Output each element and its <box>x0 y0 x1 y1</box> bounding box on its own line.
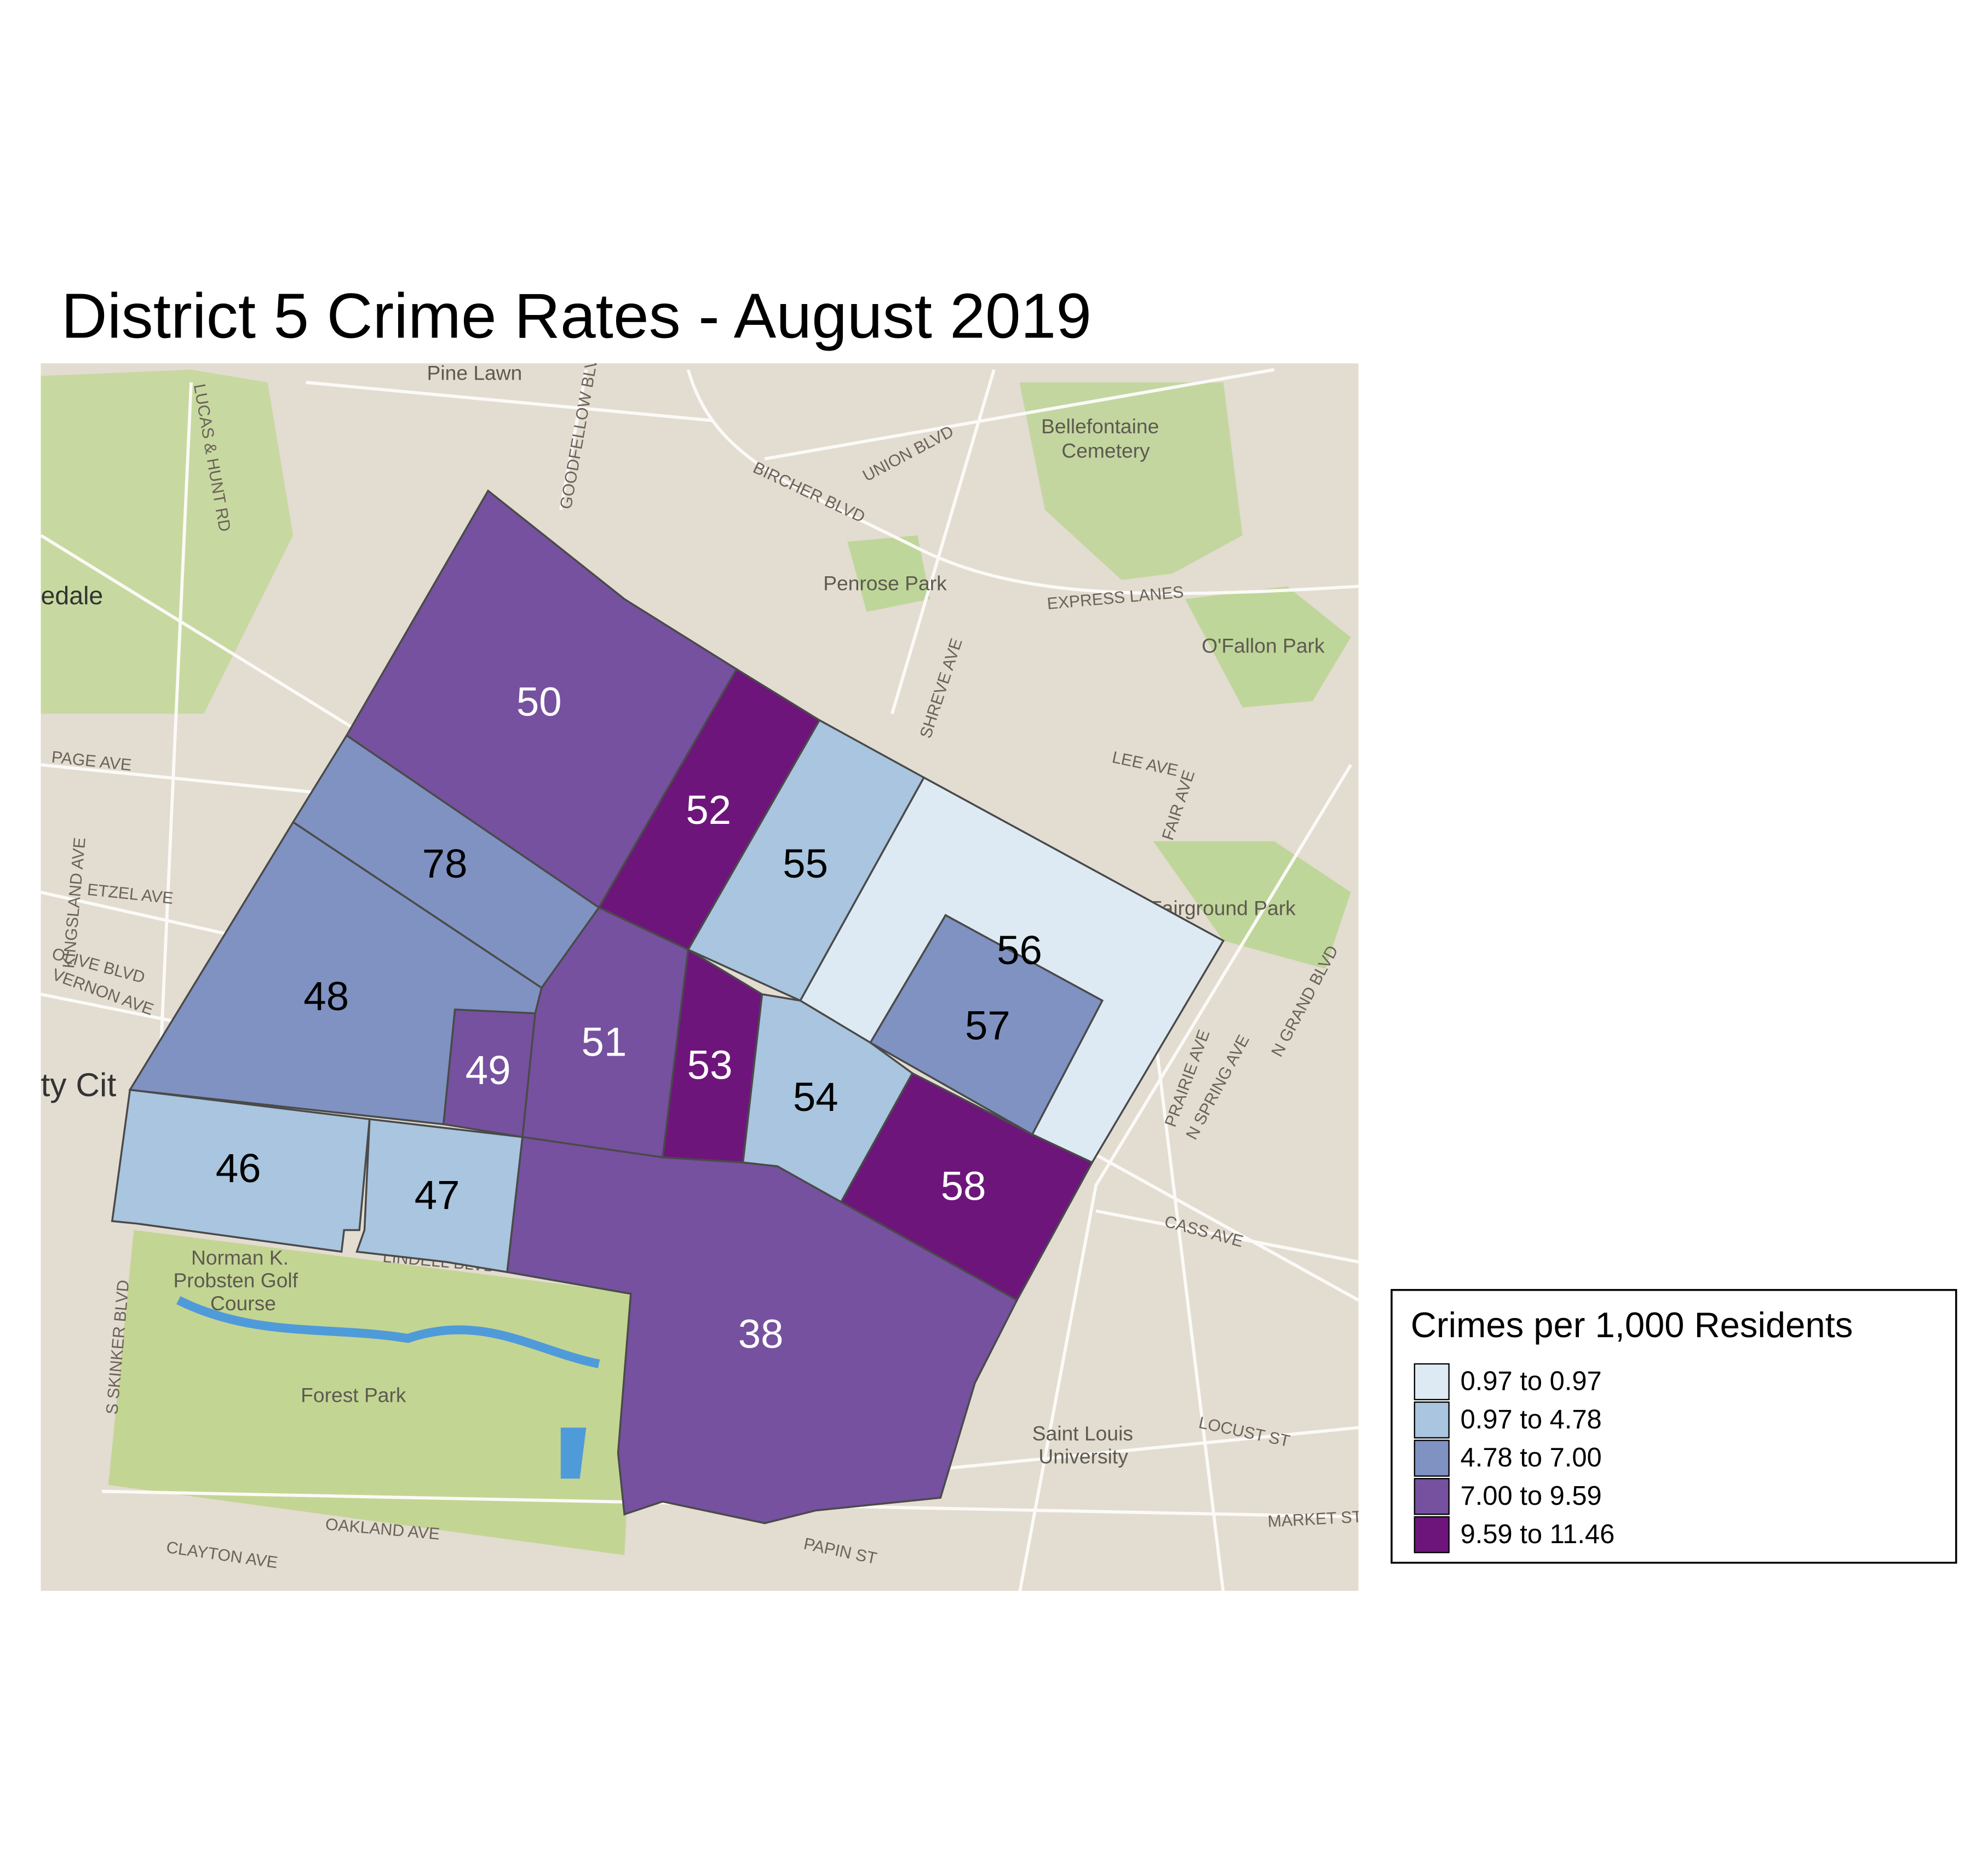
neighborhood-label: 51 <box>582 1019 627 1065</box>
neighborhood-label: 57 <box>965 1002 1010 1048</box>
place-label: Norman K. <box>191 1246 289 1269</box>
place-label: Probsten Golf <box>173 1269 298 1292</box>
neighborhood-label: 55 <box>783 841 828 886</box>
neighborhood-label: 48 <box>303 973 349 1019</box>
park <box>847 535 930 612</box>
legend-label: 0.97 to 4.78 <box>1461 1405 1602 1434</box>
legend-swatch <box>1414 1516 1450 1554</box>
place-label: Forest Park <box>301 1384 406 1407</box>
neighborhood-label: 54 <box>793 1074 838 1120</box>
neighborhood-label: 49 <box>466 1047 511 1093</box>
neighborhood-label: 47 <box>415 1172 460 1218</box>
legend-box <box>1391 1289 1957 1564</box>
neighborhood-label: 46 <box>216 1145 261 1191</box>
park <box>41 369 294 714</box>
place-label: Pine Lawn <box>427 361 522 384</box>
neighborhood-label: 38 <box>738 1311 784 1357</box>
title: District 5 Crime Rates - August 2019 <box>61 280 1091 352</box>
legend-label: 9.59 to 11.46 <box>1461 1520 1615 1549</box>
neighborhood-label: 53 <box>687 1042 733 1088</box>
place-label: Saint Louis <box>1032 1422 1133 1445</box>
legend-label: 7.00 to 9.59 <box>1461 1481 1602 1511</box>
place-label: ty Cit <box>41 1066 116 1103</box>
place-label: Bellefontaine <box>1041 415 1159 438</box>
park <box>1185 586 1351 708</box>
legend: Crimes per 1,000 Residents 0.97 to 0.970… <box>1391 1289 1957 1564</box>
place-label: Cemetery <box>1061 439 1150 462</box>
water <box>176 1296 600 1368</box>
place-label: O'Fallon Park <box>1202 634 1325 657</box>
legend-swatch <box>1414 1440 1450 1477</box>
legend-swatch <box>1414 1478 1450 1515</box>
neighborhood-label: 58 <box>941 1164 986 1209</box>
place-label: Penrose Park <box>823 571 947 594</box>
place-label: University <box>1038 1445 1128 1468</box>
neighborhood-label: 52 <box>686 787 731 833</box>
neighborhood <box>506 1136 1019 1525</box>
neighborhood-labels: 50 52 55 56 57 78 48 49 51 53 54 58 46 4… <box>216 679 1042 1356</box>
streets <box>41 368 1359 1591</box>
park <box>1153 841 1351 969</box>
legend-label: 0.97 to 0.97 <box>1461 1367 1602 1396</box>
neighborhood-label: 50 <box>516 679 562 724</box>
legend-items: 0.97 to 0.97 0.97 to 4.78 4.78 to 7.00 7.00… <box>1414 1363 1615 1554</box>
legend-label: 4.78 to 7.00 <box>1461 1443 1602 1472</box>
place-label: edale <box>41 581 103 610</box>
forest-park <box>108 1230 637 1555</box>
neighborhood <box>840 1071 1094 1302</box>
neighborhood-label: 78 <box>422 841 468 886</box>
place-label: Course <box>210 1292 276 1315</box>
cemetery <box>1019 382 1243 580</box>
legend-swatch <box>1414 1363 1450 1401</box>
legend-swatch <box>1414 1401 1450 1439</box>
neighborhoods <box>111 489 1225 1525</box>
water <box>560 1428 587 1479</box>
legend-title: Crimes per 1,000 Residents <box>1411 1305 1853 1345</box>
neighborhood-label: 56 <box>997 927 1042 973</box>
